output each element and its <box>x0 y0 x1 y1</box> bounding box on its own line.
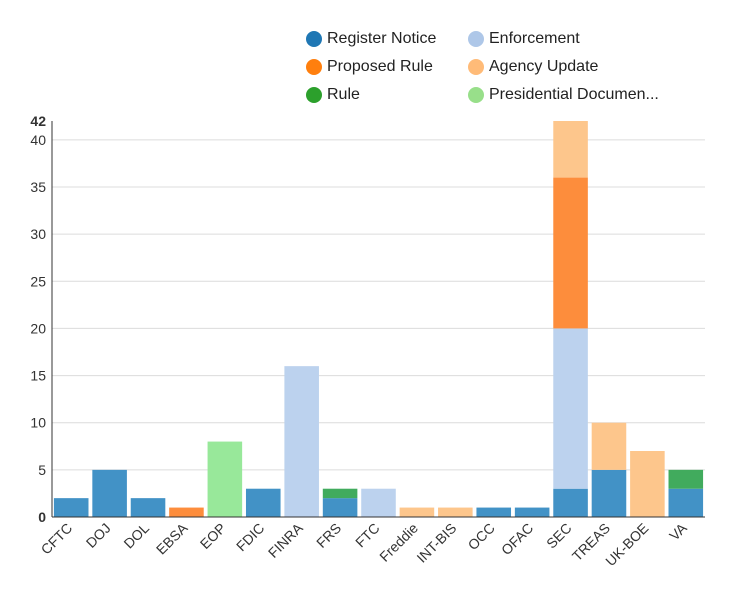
bar-sec-series-0[interactable] <box>553 488 588 517</box>
x-tick-label: VA <box>666 519 690 543</box>
bar-va-series-4[interactable] <box>668 469 704 489</box>
x-tick-label: FTC <box>352 520 383 551</box>
legend-swatch-icon <box>468 59 484 75</box>
x-tick-label: OFAC <box>498 520 536 558</box>
bar-fdic-series-0[interactable] <box>245 488 281 517</box>
legend-label: Register Notice <box>327 30 437 47</box>
bar-finra-series-1[interactable] <box>284 366 319 517</box>
axes <box>51 121 705 518</box>
bar-va-series-0[interactable] <box>668 488 704 517</box>
bar-treas-series-0[interactable] <box>591 469 627 517</box>
y-tick-labels: 0 5 10 15 20 25 30 35 40 42 <box>30 113 46 525</box>
bar-cftc-series-0[interactable] <box>53 498 89 517</box>
bar-dol-series-0[interactable] <box>130 498 166 517</box>
x-tick-label: FINRA <box>265 519 306 560</box>
bar-sec-series-3[interactable] <box>553 121 588 178</box>
x-tick-label: FDIC <box>233 520 267 554</box>
x-tick-label: OCC <box>465 520 498 553</box>
legend-label: Rule <box>327 86 360 103</box>
legend-swatch-icon <box>306 59 322 75</box>
bar-sec-series-2[interactable] <box>553 177 588 329</box>
bar-doj-series-0[interactable] <box>92 469 127 517</box>
bar-sec-series-1[interactable] <box>553 328 588 489</box>
y-tick-label: 10 <box>30 415 46 431</box>
y-tick-label: 15 <box>30 368 46 384</box>
x-tick-label: FRS <box>313 520 344 551</box>
bar-freddie-series-3[interactable] <box>399 507 435 517</box>
y-tick-label: 25 <box>30 273 46 289</box>
bars <box>53 121 704 517</box>
bar-frs-series-4[interactable] <box>322 488 358 499</box>
x-tick-label: Freddie <box>376 520 421 565</box>
y-tick-label: 20 <box>30 320 46 336</box>
legend-item-presidential-documen[interactable]: Presidential Documen... <box>468 86 659 104</box>
legend-label: Presidential Documen... <box>489 86 659 103</box>
x-tick-label: EOP <box>197 520 229 552</box>
legend-label: Proposed Rule <box>327 58 433 75</box>
bar-uk-boe-series-3[interactable] <box>630 451 665 517</box>
legend-swatch-icon <box>306 31 322 47</box>
bar-frs-series-0[interactable] <box>322 498 358 517</box>
legend-item-proposed-rule[interactable]: Proposed Rule <box>306 58 433 76</box>
legend-label: Enforcement <box>489 30 580 47</box>
y-tick-label: 0 <box>38 509 46 525</box>
bar-int-bis-series-3[interactable] <box>438 507 473 517</box>
y-tick-label: 30 <box>30 226 46 242</box>
x-tick-label: SEC <box>543 520 575 552</box>
x-tick-label: CFTC <box>38 520 76 558</box>
x-tick-label: DOL <box>120 520 152 552</box>
bar-ofac-series-0[interactable] <box>514 507 550 517</box>
legend-swatch-icon <box>306 87 322 103</box>
legend-item-agency-update[interactable]: Agency Update <box>468 58 598 76</box>
bar-ftc-series-1[interactable] <box>361 488 396 517</box>
x-tick-label: UK-BOE <box>602 520 651 569</box>
x-tick-label: INT-BIS <box>413 520 459 566</box>
y-tick-label: 40 <box>30 132 46 148</box>
y-tick-label: 42 <box>30 113 46 129</box>
bar-ebsa-series-2[interactable] <box>169 507 204 517</box>
x-tick-label: EBSA <box>153 519 191 557</box>
grid-lines <box>52 139 705 471</box>
legend-item-rule[interactable]: Rule <box>306 86 360 104</box>
y-tick-label: 5 <box>38 462 46 478</box>
bar-occ-series-0[interactable] <box>476 507 512 517</box>
legend-label: Agency Update <box>489 58 599 75</box>
legend-item-register-notice[interactable]: Register Notice <box>306 30 436 48</box>
bar-treas-series-3[interactable] <box>591 422 627 470</box>
legend-item-enforcement[interactable]: Enforcement <box>468 30 580 48</box>
legend-swatch-icon <box>468 87 484 103</box>
bar-eop-series-5[interactable] <box>207 441 243 517</box>
legend-swatch-icon <box>468 31 484 47</box>
x-tick-label: DOJ <box>83 520 114 551</box>
y-tick-label: 35 <box>30 179 46 195</box>
